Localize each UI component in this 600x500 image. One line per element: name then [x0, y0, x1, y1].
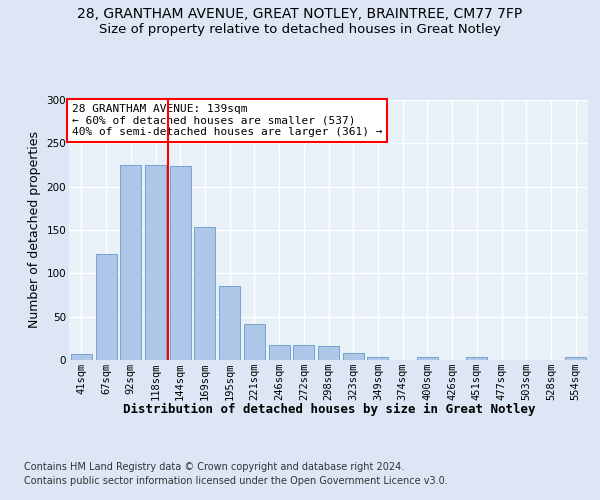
Bar [417, 358, 438, 360]
Bar [219, 286, 240, 360]
Bar [194, 228, 215, 360]
Bar [244, 324, 265, 360]
Text: Contains public sector information licensed under the Open Government Licence v3: Contains public sector information licen… [24, 476, 448, 486]
Bar [145, 165, 166, 360]
Bar [293, 346, 314, 360]
Bar [343, 353, 364, 360]
Bar [95, 254, 116, 360]
Bar [120, 165, 141, 360]
Text: 28, GRANTHAM AVENUE, GREAT NOTLEY, BRAINTREE, CM77 7FP: 28, GRANTHAM AVENUE, GREAT NOTLEY, BRAIN… [77, 8, 523, 22]
Text: Contains HM Land Registry data © Crown copyright and database right 2024.: Contains HM Land Registry data © Crown c… [24, 462, 404, 472]
Bar [367, 358, 388, 360]
Y-axis label: Number of detached properties: Number of detached properties [28, 132, 41, 328]
Bar [565, 358, 586, 360]
Text: Distribution of detached houses by size in Great Notley: Distribution of detached houses by size … [122, 402, 535, 415]
Bar [170, 166, 191, 360]
Bar [269, 346, 290, 360]
Text: Size of property relative to detached houses in Great Notley: Size of property relative to detached ho… [99, 22, 501, 36]
Bar [318, 346, 339, 360]
Bar [71, 354, 92, 360]
Text: 28 GRANTHAM AVENUE: 139sqm
← 60% of detached houses are smaller (537)
40% of sem: 28 GRANTHAM AVENUE: 139sqm ← 60% of deta… [71, 104, 382, 137]
Bar [466, 358, 487, 360]
